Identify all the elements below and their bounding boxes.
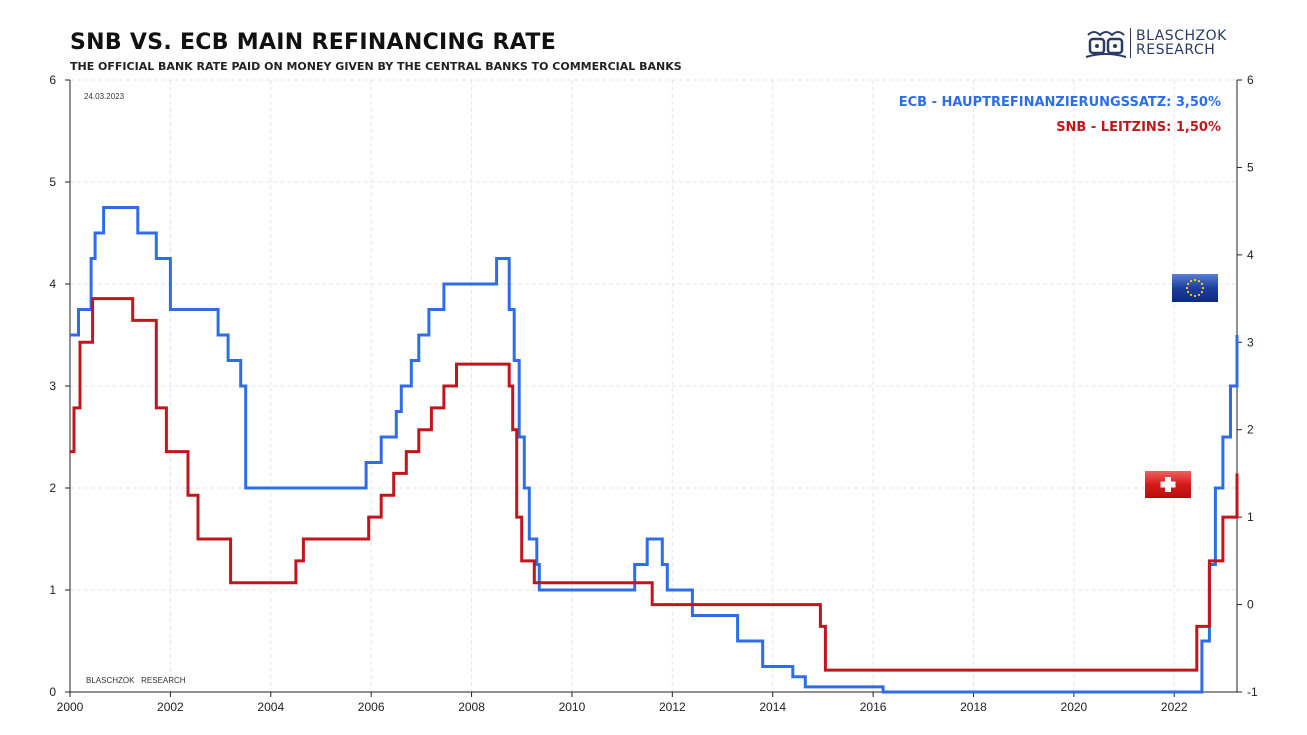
chart-title: SNB VS. ECB MAIN REFINANCING RATE — [70, 30, 557, 55]
x-tick-label: 2020 — [1061, 700, 1088, 714]
eu-star — [1189, 279, 1193, 283]
x-tick-label: 2018 — [960, 700, 987, 714]
right-tick-label: 2 — [1247, 423, 1254, 437]
eu-star — [1186, 282, 1190, 286]
eu-star — [1186, 290, 1190, 294]
x-tick-label: 2002 — [157, 700, 184, 714]
left-tick-label: 1 — [49, 583, 56, 597]
eu-star — [1197, 279, 1201, 283]
eu-flag-icon — [1172, 274, 1218, 302]
brand-logo: BLASCHZOK RESEARCH — [1084, 27, 1234, 61]
snb-series-line — [70, 297, 1239, 672]
eu-star — [1185, 286, 1189, 290]
x-tick-label: 2004 — [257, 700, 284, 714]
left-tick-label: 4 — [49, 277, 56, 291]
right-tick-label: 4 — [1247, 248, 1254, 262]
left-tick-label: 6 — [49, 73, 56, 87]
series-lines — [70, 206, 1239, 694]
legend-snb: SNB - LEITZINS: 1,50% — [1056, 120, 1221, 135]
left-tick-label: 0 — [49, 685, 56, 699]
x-tick-label: 2008 — [458, 700, 485, 714]
chart-subtitle: THE OFFICIAL BANK RATE PAID ON MONEY GIV… — [70, 60, 682, 73]
x-axis-ticks: 2000 2002 2004 2006 2008 2010 2012 2014 2016 2018… — [57, 692, 1188, 714]
left-tick-label: 5 — [49, 175, 56, 189]
right-tick-label: 6 — [1247, 73, 1254, 87]
left-axis-ticks: 0 1 2 3 4 5 6 — [49, 73, 70, 699]
right-tick-label: -1 — [1247, 685, 1258, 699]
eu-star — [1193, 294, 1197, 298]
logo-separator — [1130, 28, 1131, 58]
right-tick-label: 5 — [1247, 160, 1254, 174]
x-tick-label: 2014 — [759, 700, 786, 714]
swiss-flag-icon — [1145, 471, 1191, 498]
eu-star — [1193, 278, 1197, 282]
left-tick-label: 2 — [49, 481, 56, 495]
right-tick-label: 1 — [1247, 510, 1254, 524]
eu-star — [1200, 282, 1204, 286]
x-tick-label: 2022 — [1161, 700, 1188, 714]
x-tick-label: 2016 — [860, 700, 887, 714]
ecb-series-line — [70, 206, 1239, 694]
x-tick-label: 2006 — [358, 700, 385, 714]
eu-star — [1200, 290, 1204, 294]
logo-line2: RESEARCH — [1136, 42, 1216, 58]
crown-dice-icon — [1085, 31, 1127, 58]
right-axis-ticks: -1 0 1 2 3 4 5 6 — [1237, 73, 1258, 699]
legend-ecb: ECB - HAUPTREFINANZIERUNGSSATZ: 3,50% — [899, 95, 1221, 110]
x-tick-label: 2010 — [559, 700, 586, 714]
eu-star — [1189, 293, 1193, 297]
left-tick-label: 3 — [49, 379, 56, 393]
right-tick-label: 0 — [1247, 598, 1254, 612]
eu-star — [1197, 293, 1201, 297]
logo-line1: BLASCHZOK — [1136, 28, 1227, 44]
date-label: 24.03.2023 — [84, 92, 125, 101]
eu-star — [1201, 286, 1205, 290]
x-tick-label: 2012 — [659, 700, 686, 714]
watermark-label: BLASCHZOK RESEARCH — [86, 676, 186, 685]
right-tick-label: 3 — [1247, 335, 1254, 349]
x-tick-label: 2000 — [57, 700, 84, 714]
